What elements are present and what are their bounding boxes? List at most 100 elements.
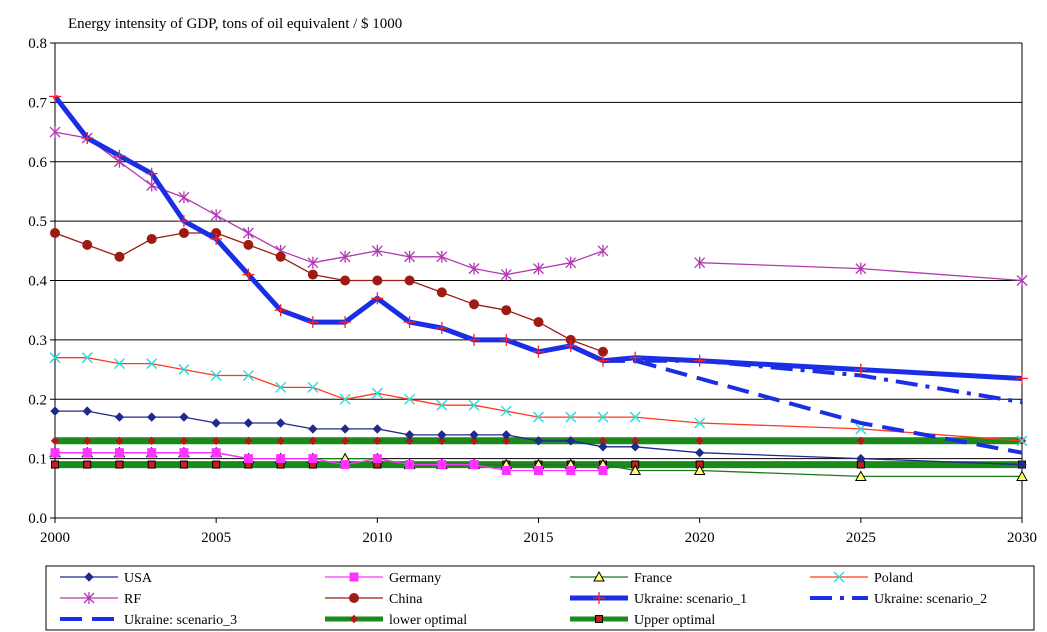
data-point-rf (210, 209, 222, 222)
marker-stroke (436, 399, 448, 411)
data-point-rf (371, 244, 383, 257)
data-point-rf (533, 262, 544, 275)
marker-stroke (532, 411, 545, 423)
marker-stroke (113, 358, 125, 370)
data-point-ukraine-scenario-1 (564, 339, 577, 352)
data-point-germany (276, 454, 286, 464)
y-tick-label: 0.6 (28, 155, 47, 171)
marker-stroke (339, 393, 351, 405)
data-point-germany (211, 448, 221, 458)
data-point-ukraine-scenario-1 (693, 354, 706, 367)
data-point-poland (565, 411, 577, 423)
data-point-usa (533, 436, 544, 446)
data-point-lower-optimal (244, 436, 253, 446)
series-ukraine-scenario-1 (49, 90, 1028, 385)
x-tick-label: 2000 (40, 530, 70, 546)
data-point-poland (629, 411, 641, 423)
axes-layer: 0.0 0.1 0.2 0.3 0.4 0.5 0.6 0.7 0.8 2000 2005 2010 2… (28, 36, 1037, 546)
data-point-lower-optimal (373, 436, 382, 446)
marker-stroke (307, 381, 319, 393)
data-point-poland (436, 399, 448, 411)
data-point-lower-optimal (340, 436, 350, 446)
data-point-ukraine-scenario-1 (403, 316, 416, 329)
data-point-rf (855, 262, 867, 275)
data-point-poland (339, 393, 351, 405)
data-point-upper-optimal (83, 460, 92, 469)
series-line-usa (55, 410, 1023, 466)
data-point-china (372, 275, 383, 286)
data-point-france (1016, 470, 1028, 481)
data-point-france (854, 470, 867, 481)
marker-stroke (597, 411, 609, 423)
data-point-lower-optimal (405, 436, 414, 446)
data-point-usa (404, 430, 415, 440)
y-tick-label: 0.5 (28, 214, 47, 230)
data-point-ukraine-scenario-1 (468, 333, 481, 346)
data-point-germany (598, 466, 608, 475)
data-point-germany (243, 454, 253, 464)
y-tick-label: 0.0 (28, 511, 47, 527)
data-point-china (533, 317, 544, 328)
legend-entry-lower-optimal: lower optimal (325, 613, 467, 628)
data-point-usa (114, 412, 125, 422)
y-tick-label: 0.1 (28, 452, 47, 468)
data-point-lower-optimal (276, 436, 285, 446)
data-point-lower-optimal (308, 436, 318, 446)
data-point-rf (468, 262, 480, 275)
legend-marker (593, 592, 605, 604)
marker-stroke (694, 417, 706, 429)
legend-label: Germany (389, 571, 441, 586)
data-point-lower-optimal (437, 436, 447, 446)
series-china (50, 228, 608, 357)
legend-marker (349, 614, 359, 624)
data-point-ukraine-scenario-1 (242, 268, 255, 281)
marker-stroke (81, 352, 93, 364)
series-poland (49, 352, 1028, 447)
marker-stroke (565, 411, 577, 423)
legend-entry-china: China (325, 592, 423, 607)
data-point-germany (566, 466, 576, 475)
data-point-lower-optimal (179, 436, 189, 446)
data-point-rf (694, 256, 706, 269)
legend-entry-upper-optimal: Upper optimal (570, 613, 715, 628)
data-point-poland (113, 358, 125, 370)
data-point-germany (534, 466, 543, 475)
data-point-ukraine-scenario-1 (435, 322, 448, 334)
legend-entry-ukraine-scenario-2: Ukraine: scenario_2 (810, 592, 987, 607)
data-point-china (501, 305, 512, 316)
data-point-usa (437, 430, 447, 440)
x-tick-label: 2020 (685, 530, 715, 546)
legend-marker (593, 570, 605, 582)
legend-label: Ukraine: scenario_2 (874, 592, 987, 607)
legend-marker (84, 572, 94, 582)
data-point-poland (532, 411, 545, 423)
data-point-rf (178, 191, 190, 204)
data-point-upper-optimal (51, 460, 59, 469)
data-point-usa (340, 424, 350, 434)
data-point-poland (275, 381, 287, 393)
data-point-poland (468, 399, 480, 411)
x-tick-label: 2025 (846, 530, 876, 546)
marker-stroke (178, 364, 190, 376)
legend-label: lower optimal (389, 613, 467, 628)
data-point-lower-optimal (83, 436, 92, 446)
data-point-ukraine-scenario-1 (371, 292, 384, 305)
marker-stroke (629, 411, 641, 423)
marker-stroke (404, 393, 416, 405)
data-point-usa (469, 430, 479, 440)
data-point-ukraine-scenario-1 (49, 90, 61, 103)
legend: USA Germany France Poland RF China Ukraine: sc… (45, 565, 1035, 631)
data-point-ukraine-scenario-1 (145, 167, 158, 180)
data-point-china (50, 228, 60, 238)
data-point-poland (597, 411, 609, 423)
data-point-ukraine-scenario-1 (1016, 372, 1028, 385)
data-point-germany (82, 448, 92, 458)
data-point-ukraine-scenario-1 (854, 363, 867, 376)
data-point-ukraine-scenario-1 (113, 149, 126, 162)
data-point-lower-optimal (502, 436, 511, 446)
data-point-ukraine-scenario-1 (532, 345, 545, 358)
data-point-rf (242, 227, 254, 239)
data-point-usa (694, 447, 705, 458)
data-point-china (178, 228, 189, 238)
series-usa (50, 406, 1027, 470)
